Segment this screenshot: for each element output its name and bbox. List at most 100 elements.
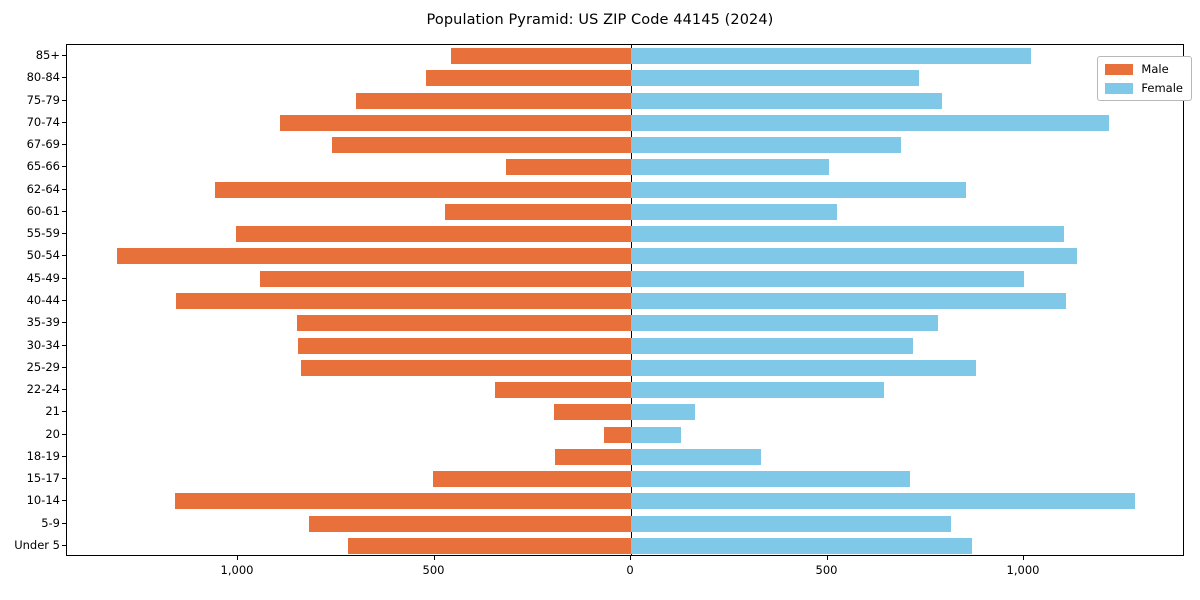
bar-male-21 (553, 404, 631, 421)
bar-male-67-69 (331, 137, 631, 154)
bar-male-22-24 (495, 382, 631, 399)
y-tick-mark (62, 300, 66, 301)
y-tick-label-62-64: 62-64 (26, 181, 60, 196)
bar-female-20 (631, 426, 682, 443)
bar-male-15-17 (432, 471, 631, 488)
y-tick-mark (62, 455, 66, 457)
y-tick-mark (62, 99, 66, 101)
bar-male-50-54 (116, 248, 631, 265)
chart-legend: Male Female (1097, 56, 1192, 101)
y-tick-label-50-54: 50-54 (26, 248, 60, 263)
chart-title: Population Pyramid: US ZIP Code 44145 (2… (426, 12, 774, 28)
y-tick-mark (62, 478, 66, 480)
y-tick-mark (62, 188, 66, 190)
bar-female-45-49 (631, 270, 1024, 287)
y-tick-label-30-34: 30-34 (26, 337, 60, 352)
y-tick-mark (62, 121, 66, 123)
y-tick-mark (62, 366, 66, 368)
x-tick-mark (1023, 556, 1024, 560)
x-tick-mark (237, 556, 238, 560)
y-tick-label-75-79: 75-79 (26, 92, 60, 107)
bar-female-75-79 (631, 92, 943, 109)
y-tick-mark (62, 522, 66, 524)
bar-female-5-9 (631, 515, 952, 532)
y-tick-label-21: 21 (45, 404, 60, 419)
bar-male-70-74 (280, 114, 631, 131)
bar-female-55-59 (631, 226, 1065, 243)
legend-swatch-male (1105, 63, 1134, 75)
bar-male-85- (451, 48, 631, 65)
y-tick-mark (62, 344, 66, 346)
y-tick-mark (62, 389, 66, 391)
y-tick-label-67-69: 67-69 (26, 137, 60, 152)
bar-female-60-61 (631, 203, 837, 220)
x-tick-mark (433, 556, 435, 560)
y-tick-mark (62, 322, 66, 324)
bar-female-30-34 (631, 337, 914, 354)
y-tick-label-22-24: 22-24 (26, 382, 60, 397)
legend-swatch-female (1105, 82, 1134, 94)
x-tick-label: 0 (626, 563, 634, 577)
bar-female-85- (631, 48, 1032, 65)
plot-area (66, 44, 1184, 556)
x-tick-label: 1,000 (1006, 563, 1040, 577)
y-tick-label-60-61: 60-61 (26, 203, 60, 218)
bar-female-15-17 (631, 471, 911, 488)
bar-female-22-24 (631, 382, 885, 399)
bar-female-40-44 (631, 293, 1067, 309)
bar-male-35-39 (296, 315, 631, 332)
bar-male-20 (603, 426, 631, 443)
bar-male-65-66 (506, 159, 631, 176)
bar-male-75-79 (355, 92, 631, 109)
y-tick-label-80-84: 80-84 (26, 70, 60, 85)
y-tick-label-15-17: 15-17 (26, 471, 60, 486)
bar-male-55-59 (236, 226, 631, 243)
y-tick-label-5-9: 5-9 (41, 515, 60, 530)
bar-female-62-64 (631, 181, 966, 198)
y-tick-label-18-19: 18-19 (26, 448, 60, 463)
bar-male-10-14 (175, 493, 631, 510)
y-tick-label-35-39: 35-39 (26, 315, 60, 330)
y-tick-label-20: 20 (45, 426, 60, 441)
bar-female-under-5 (631, 537, 973, 554)
bar-female-18-19 (631, 448, 761, 465)
bar-male-under-5 (348, 537, 631, 554)
legend-item-female[interactable]: Female (1105, 81, 1183, 95)
y-tick-mark (62, 500, 66, 502)
bar-female-65-66 (631, 159, 830, 176)
bar-male-45-49 (260, 270, 631, 287)
y-tick-mark (62, 411, 66, 413)
bar-female-10-14 (631, 493, 1135, 510)
x-tick-label: 500 (815, 563, 838, 577)
y-tick-label-40-44: 40-44 (26, 293, 60, 307)
y-tick-mark (62, 233, 66, 235)
bar-male-60-61 (445, 203, 631, 220)
bar-female-35-39 (631, 315, 938, 332)
y-tick-label-25-29: 25-29 (26, 359, 60, 374)
y-tick-mark (62, 166, 66, 168)
x-tick-label: 1,000 (220, 563, 254, 577)
y-tick-mark (62, 55, 66, 57)
y-tick-label-65-66: 65-66 (26, 159, 60, 174)
y-tick-label-10-14: 10-14 (26, 493, 60, 508)
y-tick-mark (62, 544, 66, 546)
bar-female-67-69 (631, 137, 901, 154)
y-tick-label-45-49: 45-49 (26, 270, 60, 285)
y-tick-label-70-74: 70-74 (26, 114, 60, 129)
bar-female-50-54 (631, 248, 1077, 265)
x-tick-mark (630, 556, 631, 560)
y-tick-mark (62, 277, 66, 279)
y-tick-label-55-59: 55-59 (26, 226, 60, 241)
legend-label-male: Male (1141, 62, 1169, 76)
bar-male-30-34 (298, 337, 631, 354)
y-tick-mark (62, 77, 66, 79)
bar-male-18-19 (554, 448, 631, 465)
bar-male-25-29 (300, 359, 631, 376)
legend-item-male[interactable]: Male (1105, 62, 1183, 76)
bar-female-70-74 (631, 114, 1109, 131)
x-tick-label: 500 (422, 563, 445, 577)
bar-female-80-84 (631, 70, 920, 87)
y-tick-mark (62, 433, 66, 435)
bar-male-80-84 (425, 70, 631, 87)
